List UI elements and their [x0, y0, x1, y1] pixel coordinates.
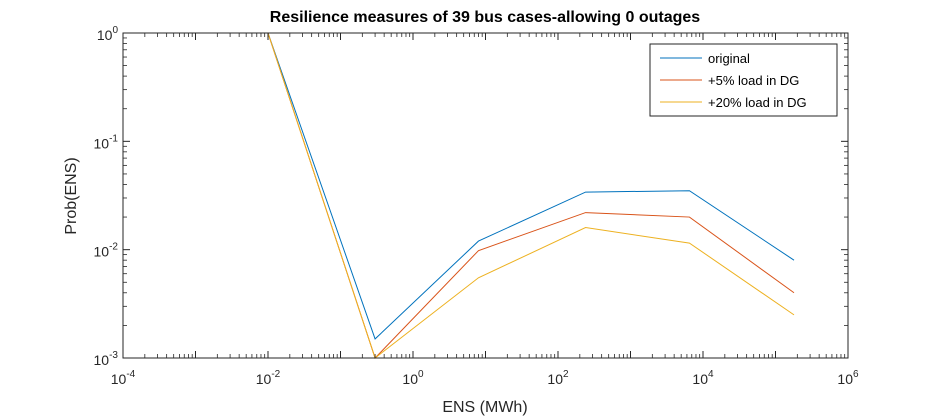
- tick-label-exponent: 0: [112, 25, 118, 36]
- tick-label-base: 10: [97, 27, 113, 43]
- series-line-2: [267, 32, 795, 359]
- tick-label: 10-1: [94, 133, 119, 151]
- tick-label-exponent: 2: [563, 369, 569, 380]
- tick-label: 100: [97, 25, 119, 43]
- tick-label: 106: [837, 369, 859, 387]
- y-axis-label: Prob(ENS): [63, 157, 80, 234]
- tick-label-base: 10: [837, 371, 853, 387]
- tick-label-base: 10: [547, 371, 563, 387]
- tick-label-exponent: -3: [109, 350, 118, 361]
- tick-label-base: 10: [402, 371, 418, 387]
- tick-label-base: 10: [111, 371, 127, 387]
- legend-label-1: +5% load in DG: [708, 73, 799, 88]
- x-axis-label: ENS (MWh): [442, 399, 527, 416]
- tick-label: 10-2: [94, 242, 119, 260]
- tick-label: 100: [402, 369, 424, 387]
- tick-label-exponent: 6: [853, 369, 859, 380]
- tick-label-base: 10: [692, 371, 708, 387]
- tick-label-exponent: -2: [271, 369, 280, 380]
- tick-label-exponent: -4: [126, 369, 135, 380]
- tick-label: 102: [547, 369, 569, 387]
- tick-label-base: 10: [94, 135, 110, 151]
- tick-label-base: 10: [94, 244, 110, 260]
- series-line-0: [267, 32, 795, 340]
- tick-label: 10-4: [111, 369, 136, 387]
- series-layer: [267, 32, 795, 359]
- tick-label-base: 10: [94, 352, 110, 368]
- tick-label: 10-3: [94, 350, 119, 368]
- tick-label-exponent: -2: [109, 242, 118, 253]
- tick-label-exponent: 0: [418, 369, 424, 380]
- legend: original +5% load in DG +20% load in DG: [649, 43, 838, 117]
- tick-label: 10-2: [256, 369, 281, 387]
- tick-label-exponent: -1: [109, 133, 118, 144]
- legend-label-0: original: [708, 51, 750, 66]
- tick-label-exponent: 4: [708, 369, 714, 380]
- tick-label-base: 10: [256, 371, 272, 387]
- chart-title: Resilience measures of 39 bus cases-allo…: [270, 9, 701, 26]
- tick-label: 104: [692, 369, 714, 387]
- legend-label-2: +20% load in DG: [708, 95, 807, 110]
